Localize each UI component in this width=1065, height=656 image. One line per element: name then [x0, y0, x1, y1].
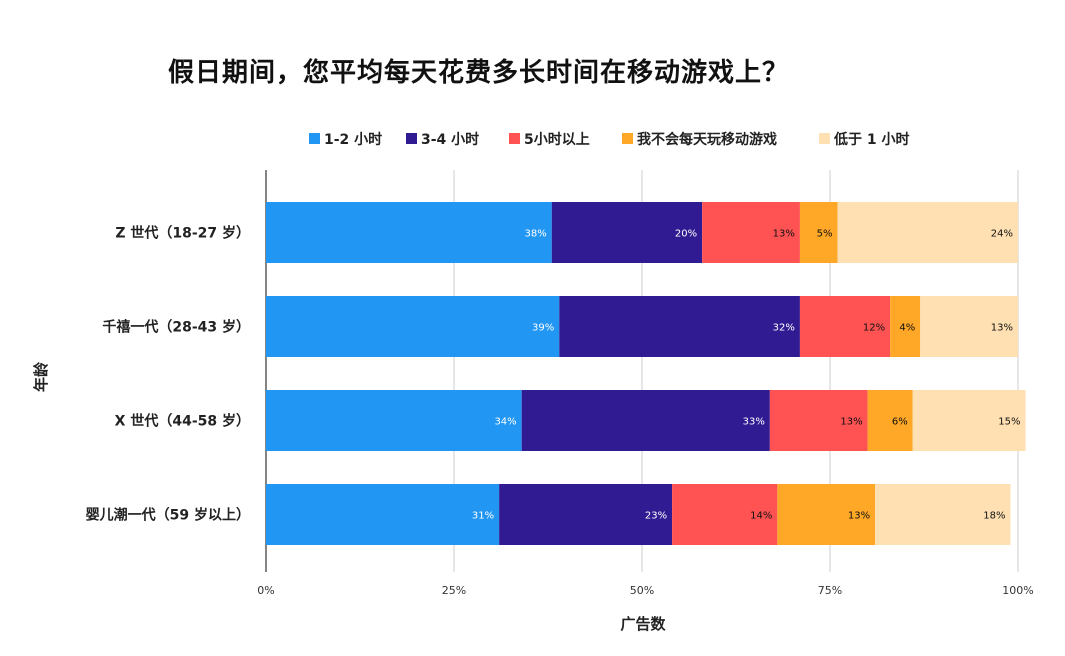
bar-segment	[777, 484, 876, 545]
legend-label: 低于 1 小时	[833, 131, 910, 148]
data-label: 5%	[817, 229, 833, 240]
x-tick-label: 50%	[630, 584, 654, 597]
x-tick-labels: 0% 25% 50% 75% 100%	[257, 584, 1033, 597]
category-label: 千禧一代（28-43 岁）	[102, 319, 250, 336]
legend: 1-2 小时 3-4 小时 5小时以上 我不会每天玩移动游戏 低于 1 小时	[309, 131, 910, 148]
data-label: 6%	[892, 417, 908, 428]
bar-segment	[799, 202, 838, 263]
bar-segment	[499, 484, 673, 545]
category-label: Z 世代（18-27 岁）	[115, 225, 250, 242]
data-label: 18%	[983, 511, 1005, 522]
data-label: 38%	[525, 229, 547, 240]
y-axis-title: 年龄	[32, 361, 50, 392]
data-label: 32%	[773, 323, 795, 334]
bar-segment	[551, 202, 703, 263]
bar-segment	[867, 390, 913, 451]
legend-swatch	[509, 133, 520, 144]
data-label: 39%	[532, 323, 554, 334]
legend-label: 我不会每天玩移动游戏	[637, 131, 777, 148]
x-tick-label: 75%	[818, 584, 842, 597]
bar-segment	[799, 296, 891, 357]
legend-label: 5小时以上	[524, 131, 590, 148]
data-label: 14%	[750, 511, 772, 522]
data-label: 13%	[840, 417, 862, 428]
bar-segment	[912, 390, 1026, 451]
bar-segment	[875, 484, 1011, 545]
legend-label: 1-2 小时	[324, 131, 382, 148]
bar-segment	[769, 390, 868, 451]
data-label: 13%	[991, 323, 1013, 334]
data-label: 34%	[494, 417, 516, 428]
bar-segment	[559, 296, 800, 357]
data-label: 13%	[848, 511, 870, 522]
data-label: 13%	[773, 229, 795, 240]
data-label: 15%	[998, 417, 1020, 428]
data-label: 4%	[899, 323, 915, 334]
bar-segment	[266, 484, 500, 545]
data-label: 20%	[675, 229, 697, 240]
bar-segment	[521, 390, 770, 451]
bar-segment	[672, 484, 778, 545]
bar-segment	[266, 296, 560, 357]
category-label: 婴儿潮一代（59 岁以上）	[86, 507, 250, 524]
legend-swatch	[819, 133, 830, 144]
bar-segment	[702, 202, 800, 263]
data-labels: 38% 20% 13% 5% 24% 39% 32% 12% 4% 13% 34% 33% 13% 6% 1…	[472, 229, 1021, 522]
data-label: 31%	[472, 511, 494, 522]
x-tick-label: 0%	[257, 584, 274, 597]
data-label: 33%	[743, 417, 765, 428]
bar-segment	[890, 296, 921, 357]
data-label: 23%	[645, 511, 667, 522]
chart-title: 假日期间，您平均每天花费多长时间在移动游戏上？	[168, 58, 790, 88]
bar-segment	[837, 202, 1018, 263]
x-tick-label: 25%	[442, 584, 466, 597]
legend-swatch	[406, 133, 417, 144]
bar-segment	[266, 390, 522, 451]
x-tick-label: 100%	[1002, 584, 1033, 597]
legend-swatch	[622, 133, 633, 144]
data-label: 12%	[863, 323, 885, 334]
legend-label: 3-4 小时	[421, 131, 479, 148]
x-axis-title: 广告数	[620, 615, 666, 633]
bar-segments	[266, 202, 1026, 545]
legend-swatch	[309, 133, 320, 144]
category-label: X 世代（44-58 岁）	[115, 413, 250, 430]
category-labels: Z 世代（18-27 岁） 千禧一代（28-43 岁） X 世代（44-58 岁） 婴…	[86, 225, 250, 524]
data-label: 24%	[991, 229, 1013, 240]
bar-segment	[266, 202, 552, 263]
bar-segment	[920, 296, 1018, 357]
